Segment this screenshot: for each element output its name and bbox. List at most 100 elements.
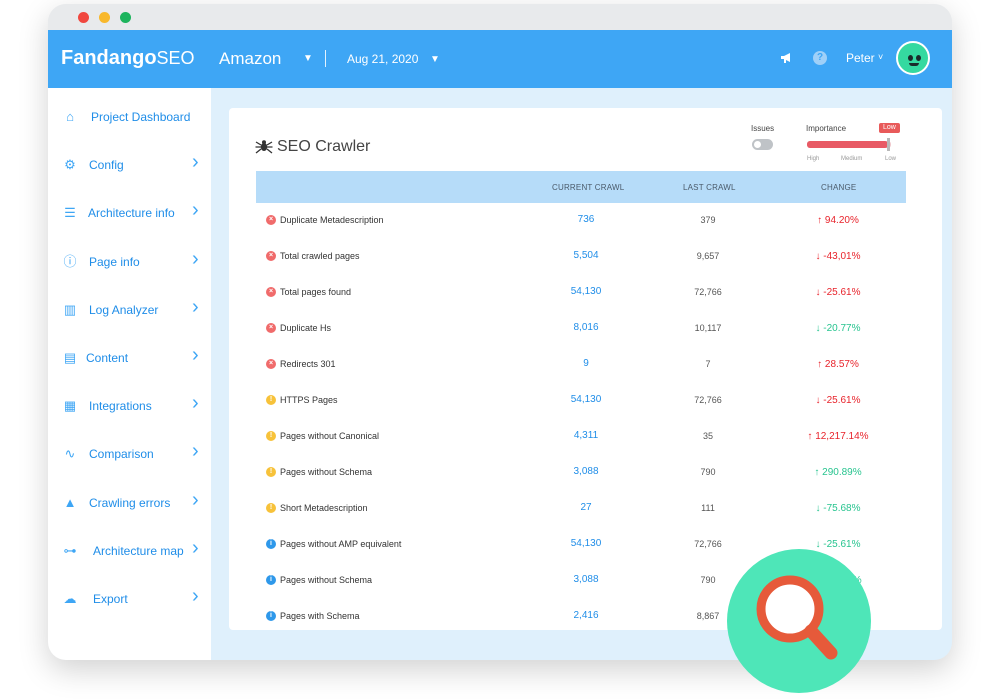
gear-icon: ⚙ <box>64 157 76 173</box>
metric-name: Pages without Schema <box>280 575 373 585</box>
metric-name: Short Metadescription <box>280 503 368 513</box>
grid-icon: ▦ <box>63 398 77 414</box>
chevron-right-icon[interactable]: › <box>192 199 199 222</box>
column-header-last-crawl[interactable]: LAST CRAWL <box>683 183 736 192</box>
change-value: 28.57% <box>824 359 859 370</box>
bar-chart-icon: ▥ <box>63 301 77 317</box>
chevron-right-icon[interactable]: › <box>192 247 199 270</box>
change-cell: ↑ 290.89% <box>786 467 890 478</box>
current-crawl-value[interactable]: 54,130 <box>570 286 602 297</box>
table-row[interactable]: i Pages without AMP equivalent 54,130 72,76… <box>256 533 906 557</box>
maximize-window-button[interactable] <box>120 12 131 23</box>
sidebar-item-page-info[interactable]: ⓘ Page info › <box>48 247 211 278</box>
current-crawl-value[interactable]: 8,016 <box>573 322 599 333</box>
arrow-down-icon: ↓ <box>815 539 824 550</box>
sidebar-item-crawling-errors[interactable]: ▲ Crawling errors › <box>48 488 211 519</box>
current-crawl-value[interactable]: 9 <box>583 358 589 369</box>
user-menu[interactable]: Peter <box>846 51 875 65</box>
current-crawl-value[interactable]: 3,088 <box>573 574 599 585</box>
chevron-right-icon[interactable]: › <box>192 536 199 559</box>
chevron-right-icon[interactable]: › <box>192 440 199 463</box>
metric-name: Pages without AMP equivalent <box>280 539 402 549</box>
current-crawl-value[interactable]: 2,416 <box>573 610 599 621</box>
current-crawl-value[interactable]: 54,130 <box>570 394 602 405</box>
current-crawl-value[interactable]: 54,130 <box>570 538 602 549</box>
table-row[interactable]: ! Pages without Schema 3,088 790 ↑ 290.89% <box>256 461 906 485</box>
current-crawl-value[interactable]: 3,088 <box>573 466 599 477</box>
spider-icon <box>255 140 273 154</box>
last-crawl-value: 8,867 <box>696 611 720 621</box>
current-crawl-value[interactable]: 5,504 <box>573 250 599 261</box>
chevron-down-icon[interactable]: ▼ <box>303 53 313 64</box>
last-crawl-value: 72,766 <box>694 287 722 297</box>
table-row[interactable]: × Duplicate Metadescription 736 379 ↑ 94.20% <box>256 209 906 233</box>
help-icon[interactable]: ? <box>813 51 827 65</box>
sidebar-item-integrations[interactable]: ▦ Integrations › <box>48 392 211 422</box>
avatar[interactable] <box>896 41 930 75</box>
sidebar-item-export[interactable]: ☁ Export › <box>48 585 211 615</box>
chevron-down-icon[interactable]: ˅ <box>878 52 884 62</box>
sidebar-item-label: Architecture map <box>93 543 184 558</box>
column-header-change[interactable]: CHANGE <box>821 183 857 192</box>
column-header-current-crawl[interactable]: CURRENT CRAWL <box>552 183 625 192</box>
change-value: -25.61% <box>823 395 861 406</box>
info-icon: i <box>266 539 276 549</box>
importance-slider[interactable] <box>807 138 891 151</box>
sidebar-item-architecture-map[interactable]: ⊶ Architecture map › <box>48 536 211 567</box>
issues-toggle[interactable] <box>752 139 773 150</box>
megaphone-icon[interactable] <box>780 51 793 67</box>
table-row[interactable]: × Duplicate Hs 8,016 10,117 ↓ -20.77% <box>256 317 906 341</box>
table-row[interactable]: ! Pages without Canonical 4,311 35 ↑ 12,217.… <box>256 425 906 449</box>
sidebar-item-project-dashboard[interactable]: ⌂ Project Dashboard <box>48 105 211 133</box>
error-icon: × <box>266 287 276 297</box>
last-crawl-value: 379 <box>700 215 716 225</box>
table-row[interactable]: ! Short Metadescription 27 111 ↓ -75.68% <box>256 497 906 521</box>
info-icon: i <box>266 611 276 621</box>
chevron-right-icon[interactable]: › <box>192 392 199 415</box>
last-crawl-value: 72,766 <box>694 395 722 405</box>
cloud-download-icon: ☁ <box>63 591 77 606</box>
date-selector[interactable]: Aug 21, 2020 <box>347 52 419 66</box>
page-title: SEO Crawler <box>277 138 371 155</box>
last-crawl-value: 9,657 <box>696 251 720 261</box>
chevron-down-icon[interactable]: ▼ <box>430 54 440 65</box>
error-icon: × <box>266 323 276 333</box>
warning-icon: ! <box>266 395 276 405</box>
chevron-right-icon[interactable]: › <box>192 585 199 607</box>
close-window-button[interactable] <box>78 12 89 23</box>
table-row[interactable]: × Redirects 301 9 7 ↑ 28.57% <box>256 353 906 377</box>
importance-slider-handle[interactable] <box>886 138 890 151</box>
change-value: -25.61% <box>823 539 861 550</box>
chevron-right-icon[interactable]: › <box>192 295 199 318</box>
sidebar-item-log-analyzer[interactable]: ▥ Log Analyzer › <box>48 295 211 326</box>
table-row[interactable]: × Total pages found 54,130 72,766 ↓ -25.61% <box>256 281 906 305</box>
arrow-up-icon: ↑ <box>814 467 823 478</box>
sidebar-item-content[interactable]: ▤ Content › <box>48 344 211 374</box>
table-row[interactable]: ! HTTPS Pages 54,130 72,766 ↓ -25.61% <box>256 389 906 413</box>
chevron-right-icon[interactable]: › <box>192 488 199 511</box>
current-crawl-value[interactable]: 736 <box>577 214 595 225</box>
toggle-knob <box>754 141 761 148</box>
last-crawl-value: 790 <box>700 467 716 477</box>
change-value: -43,01% <box>823 251 861 262</box>
minimize-window-button[interactable] <box>99 12 110 23</box>
warning-icon: ! <box>266 503 276 513</box>
current-crawl-value[interactable]: 27 <box>580 502 592 513</box>
chevron-right-icon[interactable]: › <box>192 151 199 174</box>
current-crawl-value[interactable]: 4,311 <box>573 430 599 441</box>
error-icon: × <box>266 359 276 369</box>
warning-icon: ▲ <box>63 494 77 510</box>
chevron-right-icon[interactable]: › <box>192 344 199 366</box>
sidebar-item-config[interactable]: ⚙ Config › <box>48 151 211 181</box>
seo-crawler-card: SEO Crawler Issues Importance Low High M… <box>229 108 942 630</box>
project-selector[interactable]: Amazon <box>219 49 282 68</box>
search-magnifier-button[interactable] <box>727 549 871 693</box>
sidebar-item-comparison[interactable]: ∿ Comparison › <box>48 440 211 470</box>
sidebar-item-architecture-info[interactable]: ☰ Architecture info › <box>48 199 211 229</box>
importance-tick: Medium <box>841 156 863 162</box>
last-crawl-value: 35 <box>702 431 713 441</box>
table-row[interactable]: × Total crawled pages 5,504 9,657 ↓ -43,01% <box>256 245 906 269</box>
arrow-up-icon: ↑ <box>807 431 816 442</box>
arrow-up-icon: ↑ <box>817 359 825 370</box>
app-logo[interactable]: FandangoSEO <box>61 47 195 70</box>
